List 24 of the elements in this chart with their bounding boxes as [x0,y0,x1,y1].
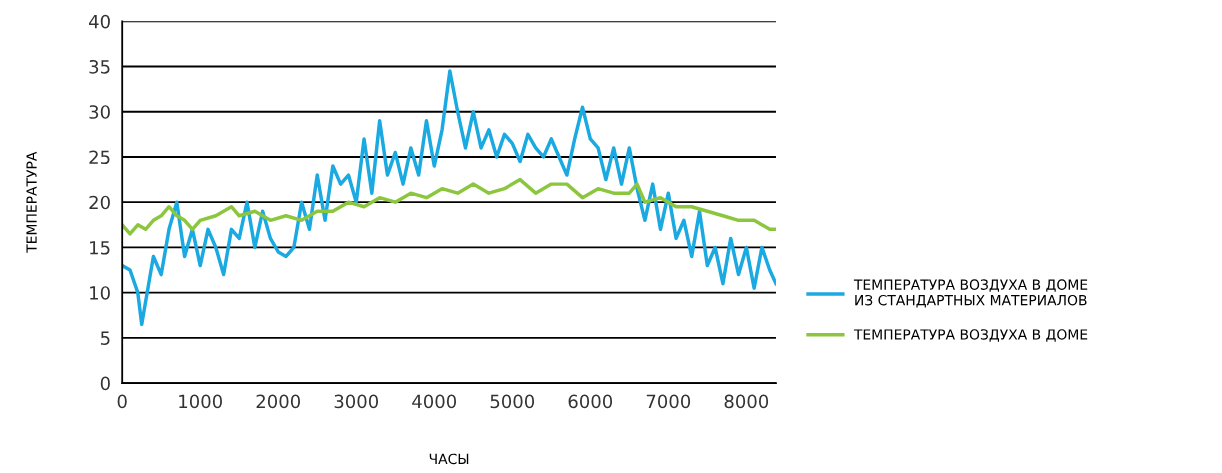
x-tick-label: 5000 [490,394,535,409]
x-tick-label: 4000 [412,394,457,409]
x-tick-label: 2000 [256,394,301,409]
x-tick-label: 1000 [179,394,222,409]
y-axis-title: ТЕМПЕРАТУРА [26,151,37,253]
legend-label: ТЕМПЕРАТУРА ВОЗДУХА В ДОМЕ [853,329,1088,342]
y-tick-label: 30 [89,105,110,119]
y-tick-label: 35 [89,59,110,74]
x-tick-label: 0 [117,394,127,409]
y-tick-label: 15 [90,241,110,255]
line-series [122,69,776,327]
y-tick-label: 25 [89,150,110,165]
x-tick-label: 3000 [334,394,379,409]
y-tick-label: 5 [100,331,110,346]
x-tick-label: 7000 [646,394,691,409]
x-tick-label: 8000 [724,394,769,409]
legend-label: ТЕМПЕРАТУРА ВОЗДУХА В ДОМЕ ИЗ СТАНДАРТНЫХ МАТЕРИАЛОВ [853,279,1088,308]
x-axis-title: ЧАСЫ [429,453,469,465]
y-tick-label: 40 [89,14,110,29]
y-tick-label: 0 [100,376,110,391]
y-tick-label: 10 [90,286,110,300]
x-tick-label: 6000 [568,394,613,409]
y-tick-label: 20 [89,195,110,210]
line-series [122,177,776,236]
